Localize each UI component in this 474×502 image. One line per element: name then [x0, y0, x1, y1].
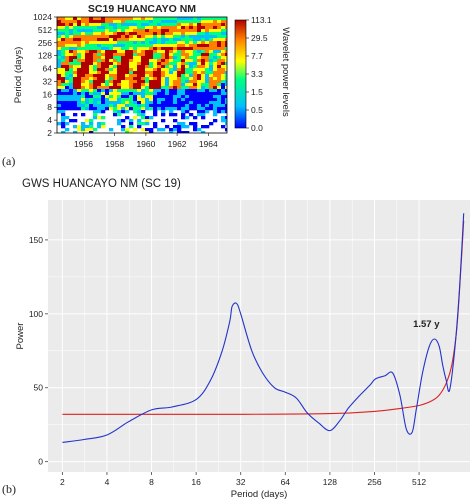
gws-yaxis: 0 50 100 150: [29, 235, 48, 467]
colorbar-tick-label: 113.1: [251, 15, 272, 25]
gws-peak-annotation: 1.57 y: [413, 319, 440, 330]
panel-b-label: (b): [2, 482, 16, 496]
a-ytick-label: 512: [38, 25, 52, 35]
panel-a-label: (a): [2, 154, 15, 168]
b-ytick-label: 150: [29, 235, 43, 245]
b-xtick-label: 128: [323, 477, 337, 487]
colorbar-tick-label: 0.0: [251, 123, 263, 133]
gws-line: [62, 213, 465, 443]
b-xtick-label: 2: [60, 477, 65, 487]
a-ytick-label: 128: [38, 51, 52, 61]
a-ytick-label: 4: [47, 115, 52, 125]
a-ytick-label: 8: [47, 102, 52, 112]
b-ytick-label: 50: [34, 383, 44, 393]
b-xtick-label: 32: [236, 477, 246, 487]
b-xtick-label: 64: [281, 477, 291, 487]
panel-a-ylabel: Period (days): [13, 47, 24, 104]
gws-xaxis: 2 4 8 16 32 64 128 256 512: [60, 472, 426, 487]
b-xtick-label: 512: [412, 477, 426, 487]
b-xtick-label: 256: [367, 477, 381, 487]
panel-b: GWS HUANCAYO NM (SC 19) 1.57 y 0 50 100 150…: [2, 178, 470, 500]
wavelet-frame: [56, 16, 228, 134]
a-xtick-label: 1958: [105, 139, 124, 149]
b-xtick-label: 8: [149, 477, 154, 487]
gws-panel-background: [48, 200, 470, 472]
colorbar-tick-label: 7.7: [251, 51, 263, 61]
colorbar-ticks: 113.1 29.5 7.7 3.3 1.5 0.5 0.0: [246, 15, 272, 133]
panel-a: SC19 HUANCAYO NM Period (days) 1024 512 25…: [2, 3, 291, 168]
panel-a-xaxis: 1956 1958 1960 1962 1964: [74, 133, 218, 149]
a-ytick-label: 2: [47, 128, 52, 138]
a-xtick-label: 1956: [74, 139, 93, 149]
colorbar: [234, 19, 247, 129]
a-xtick-label: 1964: [199, 139, 218, 149]
a-ytick-label: 16: [43, 89, 53, 99]
b-ytick-label: 100: [29, 309, 43, 319]
a-xtick-label: 1962: [168, 139, 187, 149]
panel-a-yaxis: 1024 512 256 128 64 32 16 8 4 2: [33, 12, 57, 138]
b-xtick-label: 16: [191, 477, 201, 487]
a-ytick-label: 1024: [33, 12, 52, 22]
b-ytick-label: 0: [38, 457, 43, 467]
colorbar-tick-label: 1.5: [251, 87, 263, 97]
gws-gridlines: [48, 200, 470, 472]
colorbar-tick-label: 3.3: [251, 69, 263, 79]
b-xtick-label: 4: [105, 477, 110, 487]
panel-a-title: SC19 HUANCAYO NM: [88, 3, 196, 15]
a-ytick-label: 32: [43, 76, 53, 86]
a-ytick-label: 64: [43, 64, 53, 74]
colorbar-tick-label: 29.5: [251, 33, 268, 43]
colorbar-tick-label: 0.5: [251, 105, 263, 115]
a-xtick-label: 1960: [136, 139, 155, 149]
gws-ylabel: Power: [15, 323, 26, 350]
wavelet-heatmap: [57, 17, 227, 133]
colorbar-label: Wavelet power levels: [280, 27, 291, 117]
gws-xlabel: Period (days): [231, 489, 288, 500]
a-ytick-label: 256: [38, 38, 52, 48]
panel-b-title: GWS HUANCAYO NM (SC 19): [22, 178, 181, 190]
